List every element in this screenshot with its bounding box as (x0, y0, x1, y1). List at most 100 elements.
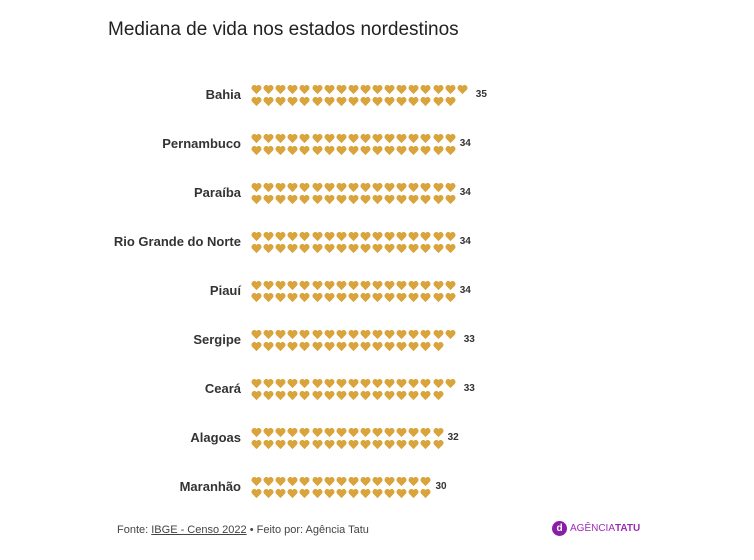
heart-icon (348, 327, 359, 340)
heart-icon (275, 474, 286, 487)
heart-icon (263, 94, 274, 107)
heart-icon (396, 82, 407, 95)
heart-icon (263, 376, 274, 389)
heart-icon (384, 278, 395, 291)
heart-icon (275, 339, 286, 352)
heart-icon (336, 82, 347, 95)
heart-icon (324, 486, 335, 499)
heart-icon (432, 437, 444, 450)
heart-icon (287, 327, 298, 340)
heart-icon (311, 486, 323, 499)
value-label: 32 (447, 432, 459, 443)
heart-icon (348, 290, 359, 303)
heart-icon (299, 327, 310, 340)
heart-icon (311, 437, 323, 450)
heart-icon (336, 376, 347, 389)
heart-icon (384, 94, 395, 107)
heart-icon (251, 241, 262, 254)
heart-icon (263, 143, 274, 156)
heart-icon (372, 82, 383, 95)
heart-icon (445, 82, 456, 95)
heart-icon (432, 339, 444, 352)
heart-icon (445, 192, 456, 205)
heart-icon (420, 486, 431, 499)
category-label: Rio Grande do Norte (113, 234, 241, 249)
heart-icon (420, 229, 431, 242)
heart-icon (275, 278, 286, 291)
heart-icon (299, 278, 310, 291)
heart-icon (287, 437, 298, 450)
heart-icon (324, 388, 335, 401)
heart-icon (408, 290, 419, 303)
heart-icon (348, 94, 359, 107)
logo-icon: d (552, 521, 567, 536)
heart-icon (432, 278, 444, 291)
heart-icon (263, 290, 274, 303)
heart-icon (396, 180, 407, 193)
heart-icon (420, 474, 431, 487)
heart-icon (432, 327, 444, 340)
heart-icon (420, 94, 431, 107)
heart-icon (299, 388, 310, 401)
heart-icon (311, 278, 323, 291)
heart-icon (372, 388, 383, 401)
heart-icon (299, 131, 310, 144)
heart-icon (408, 327, 419, 340)
heart-icon (324, 131, 335, 144)
heart-icon (263, 241, 274, 254)
heart-icon (299, 241, 310, 254)
heart-icon (348, 474, 359, 487)
heart-icon (384, 229, 395, 242)
heart-icon (348, 131, 359, 144)
heart-icon (263, 82, 274, 95)
heart-icon (336, 94, 347, 107)
heart-icon (287, 486, 298, 499)
heart-icon (324, 229, 335, 242)
heart-icon (324, 290, 335, 303)
heart-icon (408, 143, 419, 156)
heart-icon (251, 339, 262, 352)
heart-icon (348, 143, 359, 156)
category-label: Pernambuco (162, 136, 241, 151)
heart-icon (420, 327, 431, 340)
heart-icon (360, 229, 371, 242)
heart-icon (372, 290, 383, 303)
heart-icon (311, 376, 323, 389)
heart-icon (311, 474, 323, 487)
heart-icon (299, 290, 310, 303)
heart-icon (372, 474, 383, 487)
heart-icon (299, 474, 310, 487)
heart-icon (408, 339, 419, 352)
logo-text-b: TATU (615, 523, 641, 534)
footer-source: Fonte: IBGE - Censo 2022 • Feito por: Ag… (117, 524, 369, 536)
heart-icon (348, 192, 359, 205)
heart-icon (348, 437, 359, 450)
heart-icon (251, 425, 262, 438)
heart-icon (275, 290, 286, 303)
source-link[interactable]: IBGE - Censo 2022 (151, 524, 247, 536)
heart-icon (396, 425, 407, 438)
agencia-tatu-logo[interactable]: d AGÊNCIA TATU (552, 521, 640, 536)
heart-icon (396, 327, 407, 340)
heart-icon (336, 425, 347, 438)
heart-icon (396, 388, 407, 401)
heart-icon (311, 327, 323, 340)
heart-icon (287, 241, 298, 254)
value-label: 33 (463, 383, 475, 394)
heart-icon (287, 131, 298, 144)
heart-icon (432, 94, 444, 107)
logo-text-a: AGÊNCIA (570, 523, 616, 534)
heart-icon (263, 192, 274, 205)
heart-icon (275, 229, 286, 242)
heart-icon (384, 82, 395, 95)
heart-icon (348, 376, 359, 389)
category-label: Piauí (209, 283, 241, 298)
heart-icon (360, 437, 371, 450)
heart-icon (348, 229, 359, 242)
heart-icon (324, 376, 335, 389)
heart-icon (336, 474, 347, 487)
heart-icon (372, 131, 383, 144)
heart-icon (251, 131, 262, 144)
heart-icon (263, 486, 274, 499)
heart-icon (251, 486, 262, 499)
